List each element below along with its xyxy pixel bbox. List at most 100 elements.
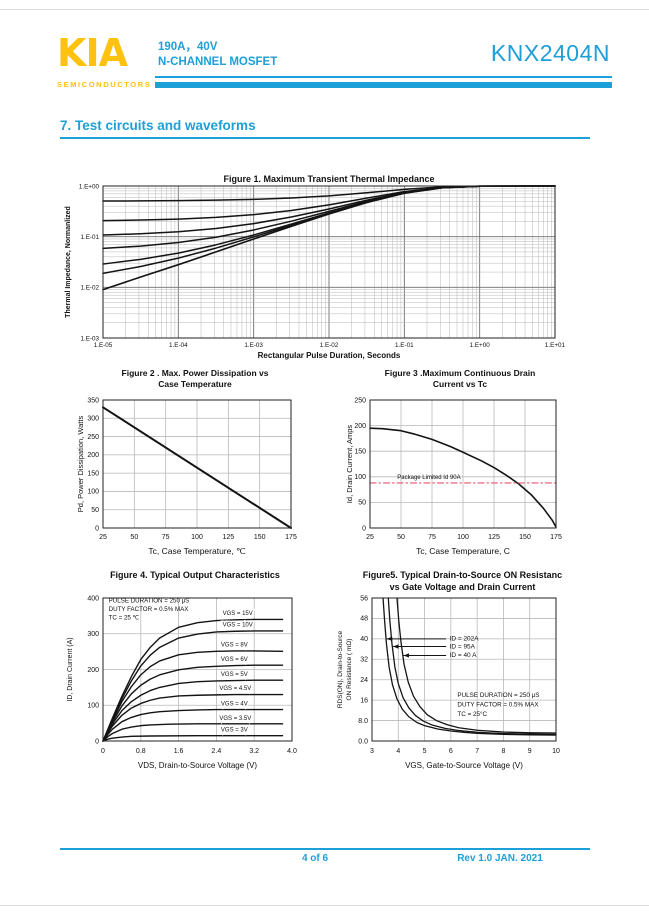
revision-label: Rev 1.0 JAN. 2021	[457, 853, 543, 864]
svg-text:3: 3	[370, 748, 374, 755]
svg-text:16: 16	[360, 697, 368, 704]
svg-text:150: 150	[519, 534, 531, 541]
svg-text:1.E+00: 1.E+00	[470, 342, 491, 349]
figure2-power-dissipation-chart: 25 50 75 100 125 150 175 0 50 100 150 200 250 300 350 T…	[76, 397, 297, 556]
svg-text:PULSE DURATION = 250 μS: PULSE DURATION = 250 μS	[457, 692, 539, 699]
svg-text:50: 50	[397, 534, 405, 541]
figure3-title-line1: Figure 3 .Maximum Continuous Drain	[384, 368, 536, 378]
svg-text:2.4: 2.4	[212, 748, 222, 755]
svg-text:Thermal Impedance, Normanlized: Thermal Impedance, Normanlized	[65, 206, 72, 318]
section-heading: 7. Test circuits and waveforms	[60, 118, 590, 139]
svg-text:0: 0	[95, 738, 99, 745]
svg-text:175: 175	[550, 534, 562, 541]
svg-text:TC = 25 ℃: TC = 25 ℃	[109, 614, 140, 621]
svg-text:75: 75	[428, 534, 436, 541]
svg-text:25: 25	[366, 534, 374, 541]
svg-text:VGS = 4V: VGS = 4V	[221, 702, 248, 708]
svg-text:250: 250	[87, 434, 99, 441]
svg-text:1.E-03: 1.E-03	[80, 335, 99, 342]
svg-text:125: 125	[222, 534, 234, 541]
svg-text:DUTY FACTOR = 0.5% MAX: DUTY FACTOR = 0.5% MAX	[457, 702, 539, 709]
svg-text:200: 200	[87, 667, 99, 674]
svg-text:5: 5	[423, 748, 427, 755]
svg-text:8.0: 8.0	[358, 718, 368, 725]
svg-text:1.E+00: 1.E+00	[79, 183, 100, 190]
page-number: 4 of 6	[301, 853, 329, 864]
svg-text:25: 25	[99, 534, 107, 541]
svg-text:100: 100	[354, 474, 366, 481]
svg-text:4.0: 4.0	[287, 748, 297, 755]
svg-text:ON Resistance ( mΩ): ON Resistance ( mΩ)	[346, 639, 353, 701]
svg-text:48: 48	[360, 616, 368, 623]
svg-text:1.E-01: 1.E-01	[80, 234, 99, 241]
svg-text:0: 0	[95, 525, 99, 532]
svg-text:1.E-01: 1.E-01	[395, 342, 414, 349]
svg-text:VGS = 3.5V: VGS = 3.5V	[219, 716, 251, 722]
svg-text:75: 75	[162, 534, 170, 541]
svg-text:100: 100	[87, 489, 99, 496]
svg-text:Rectangular Pulse Duration, Se: Rectangular Pulse Duration, Seconds	[258, 351, 401, 360]
figure3-title-line2: Current vs Tc	[432, 379, 488, 389]
svg-text:56: 56	[360, 595, 368, 602]
svg-text:1.E-05: 1.E-05	[94, 342, 113, 349]
svg-text:1.E+01: 1.E+01	[545, 342, 566, 349]
svg-text:Tc, Case Temperature, ℃: Tc, Case Temperature, ℃	[148, 546, 246, 556]
svg-text:400: 400	[87, 595, 99, 602]
header-rule-thin	[155, 76, 612, 78]
svg-text:VDS, Drain-to-Source Voltage (: VDS, Drain-to-Source Voltage (V)	[138, 761, 257, 770]
svg-text:10: 10	[552, 748, 560, 755]
figure4-title: Figure 4. Typical Output Characteristics	[110, 570, 280, 580]
figure3-title: Figure 3 .Maximum Continuous Drain Curre…	[345, 368, 575, 390]
svg-text:0: 0	[362, 525, 366, 532]
svg-text:1.E-02: 1.E-02	[320, 342, 339, 349]
device-type-line: N-CHANNEL MOSFET	[158, 56, 278, 68]
header-rule-thick	[155, 82, 612, 88]
svg-text:300: 300	[87, 631, 99, 638]
figure1-title: Figure 1. Maximum Transient Thermal Impe…	[223, 174, 435, 184]
svg-text:7: 7	[475, 748, 479, 755]
svg-text:ID, Drain Current (A): ID, Drain Current (A)	[67, 637, 74, 701]
svg-text:0: 0	[101, 748, 105, 755]
svg-text:VGS = 3V: VGS = 3V	[221, 728, 248, 734]
svg-text:24: 24	[360, 677, 368, 684]
figure5-title: Figure5. Typical Drain-to-Source ON Resi…	[340, 570, 585, 593]
page-bottom-edge-line	[0, 905, 649, 906]
svg-text:0.8: 0.8	[136, 748, 146, 755]
svg-text:1.6: 1.6	[174, 748, 184, 755]
svg-text:4: 4	[396, 748, 400, 755]
figure3-drain-current-chart: 25 50 75 100 125 150 175 0 50 100 150 200 250 Tc, Cas…	[345, 397, 562, 556]
svg-text:ID = 202A: ID = 202A	[450, 636, 480, 643]
footer-rule	[60, 848, 590, 850]
rating-line: 190A，40V	[158, 41, 218, 53]
svg-text:6: 6	[449, 748, 453, 755]
svg-text:125: 125	[488, 534, 500, 541]
svg-text:250: 250	[354, 397, 366, 404]
svg-text:3.2: 3.2	[249, 748, 259, 755]
kia-logo: KIA	[57, 31, 128, 75]
svg-text:1.E-04: 1.E-04	[169, 342, 188, 349]
svg-text:100: 100	[191, 534, 203, 541]
figure2-title: Figure 2 . Max. Power Dissipation vs Cas…	[70, 368, 320, 390]
svg-text:VGS, Gate-to-Source Voltage (V: VGS, Gate-to-Source Voltage (V)	[405, 761, 523, 770]
svg-text:PULSE DURATION = 250 μS: PULSE DURATION = 250 μS	[109, 597, 190, 604]
figure2-title-line2: Case Temperature	[158, 379, 232, 389]
svg-text:200: 200	[87, 452, 99, 459]
svg-text:200: 200	[354, 423, 366, 430]
svg-text:40: 40	[360, 636, 368, 643]
svg-text:VGS = 15V: VGS = 15V	[223, 611, 253, 617]
svg-text:VGS = 6V: VGS = 6V	[221, 657, 248, 663]
svg-text:100: 100	[457, 534, 469, 541]
svg-text:150: 150	[354, 449, 366, 456]
figure5-title-line2: vs Gate Voltage and Drain Current	[389, 581, 536, 592]
svg-text:RDS(ON), Drain-to-Source: RDS(ON), Drain-to-Source	[337, 630, 344, 708]
svg-text:VGS = 10V: VGS = 10V	[223, 623, 253, 629]
svg-text:Package Limited Id 90A: Package Limited Id 90A	[397, 475, 460, 481]
svg-text:150: 150	[254, 534, 266, 541]
svg-text:Pd, Power Dissipation, Watts: Pd, Power Dissipation, Watts	[76, 416, 85, 513]
figure4-output-characteristics-chart: VGS = 15V VGS = 10V VGS = 8V VGS = 6V VGS = …	[67, 595, 297, 770]
logo-subtext: SEMICONDUCTORS	[57, 80, 152, 89]
svg-text:300: 300	[87, 416, 99, 423]
svg-text:DUTY FACTOR = 0.5% MAX: DUTY FACTOR = 0.5% MAX	[109, 606, 189, 613]
svg-text:VGS = 5V: VGS = 5V	[221, 672, 248, 678]
svg-text:32: 32	[360, 657, 368, 664]
